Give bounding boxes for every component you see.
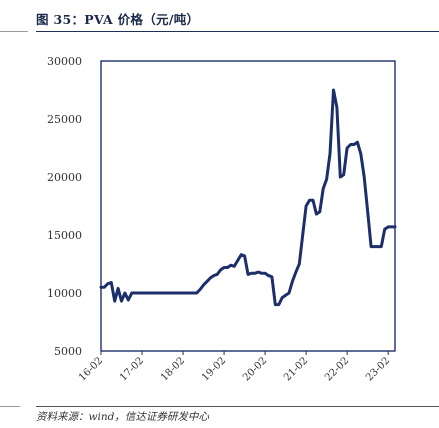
y-tick-label: 5000	[54, 345, 82, 358]
x-tick-label: 20-02	[241, 355, 269, 383]
x-tick-label: 18-02	[159, 355, 187, 383]
x-tick-label: 21-02	[282, 355, 310, 383]
y-tick-label: 20000	[47, 171, 82, 184]
figure-title: 图 35：PVA 价格（元/吨）	[36, 12, 200, 27]
y-tick-label: 15000	[47, 229, 82, 242]
y-tick-label: 25000	[47, 113, 82, 126]
y-tick-label: 30000	[47, 55, 82, 68]
header-rule-left	[0, 31, 28, 32]
y-tick-label: 10000	[47, 287, 82, 300]
x-tick-label: 19-02	[200, 355, 228, 383]
price-line-chart: 5000 10000 15000 20000 25000 30000 16-02 17-02…	[47, 55, 397, 384]
x-tick-label: 16-02	[77, 355, 105, 383]
footer-rule	[36, 406, 439, 407]
plot-frame	[100, 60, 396, 352]
x-axis: 16-02 17-02 18-02 19-02 20-02 21-02 22-02 23-02	[77, 351, 392, 384]
x-tick-label: 17-02	[118, 355, 146, 383]
footer-rule-left	[0, 406, 20, 407]
source-note: 资料来源：wind，信达证券研发中心	[36, 411, 209, 423]
x-tick-label: 23-02	[364, 355, 392, 383]
y-axis: 5000 10000 15000 20000 25000 30000	[47, 55, 82, 358]
series-line	[99, 88, 397, 307]
x-tick-label: 22-02	[323, 355, 351, 383]
header-rule	[36, 31, 439, 32]
